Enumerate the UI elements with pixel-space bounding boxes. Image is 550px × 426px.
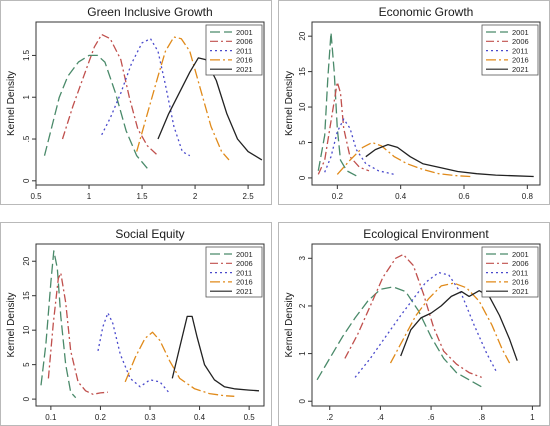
series-line-2006 [344,253,482,379]
legend-label-2016: 2016 [236,56,253,65]
x-tick-label: 0.6 [458,192,470,201]
chart-panel-2: Economic Growth 0.2 0.4 0.6 0.8 0 5 10 15 20 Kerne… [278,0,550,205]
x-tick-label: 2 [193,192,198,201]
y-tick-label: 1 [298,351,307,356]
y-tick-label: 10 [22,325,31,334]
legend-label-2001: 2001 [236,250,253,259]
chart-title: Ecological Environment [363,227,489,241]
series-line-2021 [365,143,534,178]
legend-label-2011: 2011 [512,268,528,277]
y-tick-label: 0 [298,175,307,180]
x-tick-label: 0.8 [522,192,534,201]
series-line-2021 [171,315,260,392]
y-tick-label: 1 [22,94,31,99]
y-axis-label: Kernel Density [284,71,295,136]
x-tick-label: 0.1 [45,413,57,422]
series-line-2006 [47,272,108,395]
legend-label-2006: 2006 [236,259,253,268]
legend-box [205,246,263,298]
legend-label-2016: 2016 [512,278,529,287]
y-tick-label: 0 [22,178,31,183]
series-line-2001 [40,250,77,399]
x-tick-label: .6 [428,413,435,422]
x-tick-label: .8 [478,413,485,422]
series-line-2016 [124,331,235,397]
legend-label-2001: 2001 [512,28,529,37]
chart-title: Social Equity [115,227,184,241]
y-tick-label: 20 [298,31,307,40]
y-tick-label: 15 [298,67,307,76]
y-axis-label: Kernel Density [284,292,295,357]
series-line-2016 [136,36,230,161]
x-tick-label: 2.5 [243,192,255,201]
series-line-2001 [317,31,357,177]
x-tick-label: .4 [377,413,384,422]
legend-label-2021: 2021 [512,287,529,296]
x-tick-label: 1 [530,413,535,422]
legend-label-2021: 2021 [512,65,529,74]
legend-label-2006: 2006 [236,37,253,46]
series-line-2016 [389,282,511,364]
legend-label-2021: 2021 [236,65,253,74]
legend-label-2016: 2016 [512,56,529,65]
x-tick-label: 0.4 [194,413,206,422]
x-tick-label: 0.2 [332,192,344,201]
y-tick-label: 0 [22,396,31,401]
x-tick-label: 0.2 [95,413,107,422]
x-tick-label: 0.5 [244,413,256,422]
legend-label-2006: 2006 [512,259,529,268]
chart-panel-3: Social Equity 0.1 0.2 0.3 0.4 0.5 0 5 10 15 20 Kern… [0,222,272,426]
series-line-2011 [101,38,191,157]
y-axis-label: Kernel Density [6,292,17,357]
x-tick-label: 1.5 [136,192,148,201]
y-tick-label: 20 [22,256,31,265]
series-line-2011 [324,118,395,176]
y-tick-label: 10 [298,102,307,111]
series-line-2006 [317,81,370,175]
y-tick-label: 5 [298,140,307,145]
legend-label-2001: 2001 [236,28,253,37]
series-line-2001 [43,54,148,169]
legend-label-2011: 2011 [236,46,252,55]
legend-label-2021: 2021 [236,287,253,296]
x-tick-label: 0.3 [144,413,156,422]
legend-label-2016: 2016 [236,278,253,287]
x-tick-label: 0.4 [395,192,407,201]
legend-label-2011: 2011 [512,46,528,55]
chart-title: Green Inclusive Growth [87,5,212,19]
y-tick-label: 2 [298,303,307,308]
series-line-2001 [316,286,483,388]
series-line-2016 [336,141,471,178]
chart-panel-4: Ecological Environment .2 .4 .6 .8 1 0 1 2 3 Kerne… [278,222,550,426]
series-line-2011 [354,271,498,378]
y-axis-label: Kernel Density [6,71,17,136]
y-tick-label: 1.5 [22,49,31,61]
series-line-2006 [61,33,159,157]
y-tick-label: 15 [22,291,31,300]
x-tick-label: 0.5 [30,192,42,201]
chart-title: Economic Growth [379,5,474,19]
legend-label-2001: 2001 [512,250,529,259]
series-line-2021 [400,290,518,361]
y-tick-label: 0 [298,398,307,403]
legend-label-2011: 2011 [236,268,252,277]
y-tick-label: 3 [298,256,307,261]
legend-label-2006: 2006 [512,37,529,46]
x-tick-label: 1 [87,192,92,201]
x-tick-label: .2 [326,413,333,422]
y-tick-label: .5 [22,135,31,142]
y-tick-label: 5 [22,362,31,367]
series-line-2011 [97,312,171,395]
